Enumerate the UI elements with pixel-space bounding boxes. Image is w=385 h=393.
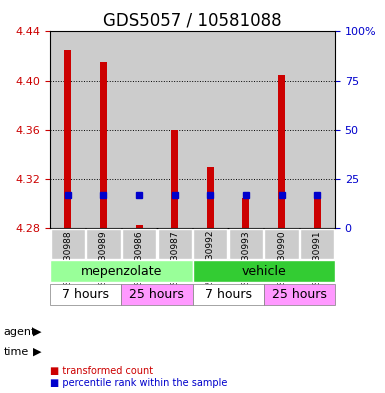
- Bar: [314, 198, 321, 228]
- FancyBboxPatch shape: [122, 229, 156, 259]
- Text: ▶: ▶: [33, 327, 41, 337]
- Bar: [136, 225, 142, 228]
- Bar: [100, 62, 107, 228]
- Text: GSM1230988: GSM1230988: [64, 230, 72, 290]
- FancyBboxPatch shape: [264, 229, 299, 259]
- FancyBboxPatch shape: [193, 229, 228, 259]
- Bar: [243, 198, 249, 228]
- Text: 7 hours: 7 hours: [62, 288, 109, 301]
- Text: GSM1230990: GSM1230990: [277, 230, 286, 290]
- FancyBboxPatch shape: [192, 261, 335, 282]
- Bar: [171, 130, 178, 228]
- Bar: [228, 31, 264, 228]
- FancyBboxPatch shape: [300, 229, 334, 259]
- Text: agent: agent: [4, 327, 36, 337]
- Text: GSM1230986: GSM1230986: [135, 230, 144, 290]
- Bar: [157, 31, 192, 228]
- Text: GSM1230993: GSM1230993: [241, 230, 250, 290]
- Text: GSM1230992: GSM1230992: [206, 230, 215, 290]
- FancyBboxPatch shape: [121, 284, 192, 305]
- Text: vehicle: vehicle: [241, 264, 286, 277]
- Text: GSM1230987: GSM1230987: [170, 230, 179, 290]
- Text: 25 hours: 25 hours: [129, 288, 184, 301]
- Text: ■ transformed count: ■ transformed count: [50, 366, 153, 376]
- Title: GDS5057 / 10581088: GDS5057 / 10581088: [103, 12, 282, 30]
- Text: mepenzolate: mepenzolate: [80, 264, 162, 277]
- Bar: [121, 31, 157, 228]
- Text: GSM1230991: GSM1230991: [313, 230, 321, 290]
- FancyBboxPatch shape: [50, 284, 121, 305]
- Bar: [85, 31, 121, 228]
- FancyBboxPatch shape: [86, 229, 121, 259]
- Bar: [50, 31, 85, 228]
- Text: time: time: [4, 347, 29, 357]
- FancyBboxPatch shape: [229, 229, 263, 259]
- FancyBboxPatch shape: [157, 229, 192, 259]
- Text: 7 hours: 7 hours: [204, 288, 252, 301]
- Bar: [64, 50, 71, 228]
- Bar: [192, 31, 228, 228]
- FancyBboxPatch shape: [50, 261, 192, 282]
- Bar: [300, 31, 335, 228]
- FancyBboxPatch shape: [264, 284, 335, 305]
- FancyBboxPatch shape: [51, 229, 85, 259]
- Bar: [278, 75, 285, 228]
- Text: ▶: ▶: [33, 347, 41, 357]
- Text: ■ percentile rank within the sample: ■ percentile rank within the sample: [50, 378, 228, 388]
- Text: 25 hours: 25 hours: [272, 288, 327, 301]
- FancyBboxPatch shape: [192, 284, 264, 305]
- Bar: [264, 31, 300, 228]
- Text: GSM1230989: GSM1230989: [99, 230, 108, 290]
- Bar: [207, 167, 214, 228]
